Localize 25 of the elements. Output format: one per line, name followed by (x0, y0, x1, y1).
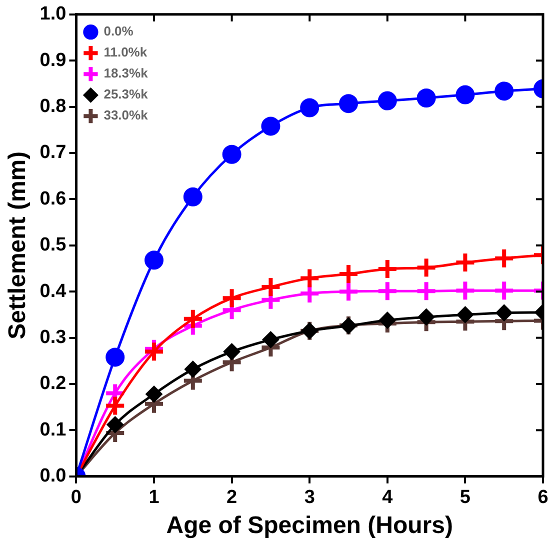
y-tick-label: 0.6 (40, 188, 66, 210)
x-tick-label: 5 (460, 487, 471, 508)
y-tick-label: 0.5 (40, 234, 67, 256)
x-tick-label: 2 (226, 487, 238, 508)
legend-label: 33.0%k (104, 108, 149, 123)
y-tick-label: 0.1 (40, 419, 67, 440)
y-axis-title: Settlement (mm) (4, 151, 32, 340)
y-tick-label: 0.3 (40, 327, 66, 348)
x-tick-label: 1 (148, 487, 160, 508)
y-tick-label: 0.8 (40, 96, 66, 118)
x-tick-label: 0 (70, 487, 82, 508)
y-tick-label: 1.0 (40, 4, 66, 25)
legend-label: 25.3%k (104, 86, 149, 102)
legend-label: 18.3%k (104, 66, 149, 81)
legend-label: 11.0%k (104, 44, 148, 60)
x-tick-label: 6 (538, 487, 548, 508)
x-tick-label: 3 (304, 487, 315, 508)
y-tick-label: 0.7 (40, 142, 66, 164)
y-tick-label: 0.4 (40, 280, 67, 302)
legend-label: 0.0% (104, 24, 134, 39)
x-tick-label: 4 (382, 487, 394, 508)
y-tick-label: 0.9 (40, 50, 66, 71)
x-axis-title: Age of Specimen (Hours) (166, 512, 453, 540)
y-tick-label: 0.0 (40, 466, 66, 487)
y-tick-label: 0.2 (40, 373, 66, 394)
